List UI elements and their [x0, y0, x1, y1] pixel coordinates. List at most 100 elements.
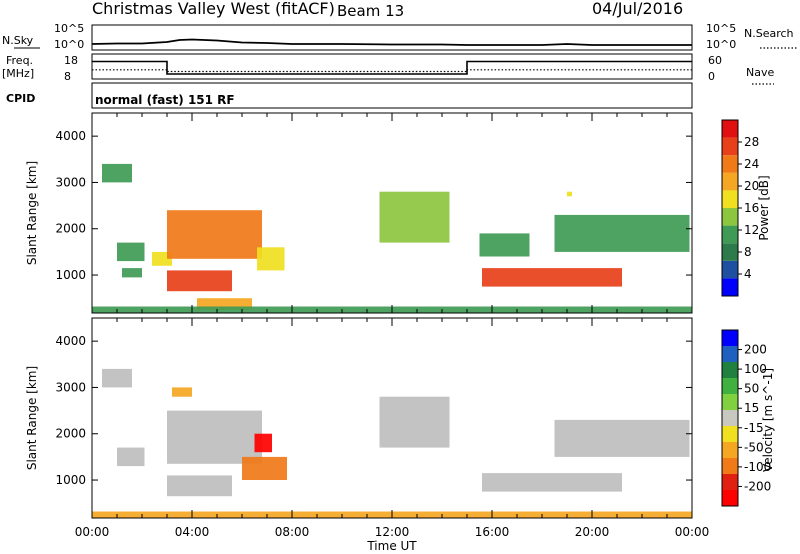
- data-region: [257, 247, 285, 271]
- velocity-ylabel: Slant Range [km]: [25, 366, 39, 470]
- x-tick-label: 04:00: [175, 525, 210, 539]
- colorbar-tick-label: 200: [744, 343, 767, 357]
- colorbar-cell: [722, 426, 738, 442]
- data-region: [102, 368, 132, 388]
- nave-series-line: [92, 69, 692, 73]
- colorbar-cell: [722, 442, 738, 458]
- colorbar-cell: [722, 474, 738, 490]
- colorbar-cell: [722, 190, 738, 208]
- colorbar-tick-label: 20: [744, 179, 759, 193]
- freq-series-line: [92, 60, 692, 75]
- colorbar-cell: [722, 458, 738, 474]
- data-region: [197, 298, 252, 310]
- colorbar-cell: [722, 208, 738, 226]
- x-tick-label: 16:00: [475, 525, 510, 539]
- power-x-ticks: [91, 113, 693, 313]
- data-region: [167, 210, 262, 259]
- colorbar-tick-label: 4: [744, 267, 752, 281]
- colorbar-cell: [722, 394, 738, 410]
- data-region: [379, 191, 450, 243]
- y-tick-label: 1000: [55, 473, 86, 487]
- nsearch-label: N.Search: [744, 27, 794, 40]
- colorbar-cell: [722, 278, 738, 296]
- colorbar-tick-label: -200: [744, 479, 771, 493]
- data-region: [479, 233, 530, 257]
- freq-unit: [MHz]: [2, 67, 34, 80]
- velocity-colorbar: 200 100 50 15 -15 -50 -100 -200 Velocity [m s^-…: [721, 329, 775, 507]
- colorbar-cell: [722, 155, 738, 173]
- freq-panel: Freq. [MHz] 18 8 60 0 Nave: [2, 53, 774, 85]
- velocity-xlabel: Time UT: [366, 539, 417, 553]
- data-region: [554, 214, 690, 252]
- velocity-colorbar-label: Velocity [m s^-1]: [761, 368, 775, 472]
- freq-tick-bottom: 8: [64, 70, 71, 83]
- plot-date: 04/Jul/2016: [592, 0, 683, 18]
- colorbar-tick-label: 100: [744, 362, 767, 376]
- colorbar-cell: [722, 346, 738, 362]
- colorbar-cell: [722, 330, 738, 346]
- colorbar-tick-label: 16: [744, 201, 759, 215]
- nsky-tick-top: 10^5: [54, 22, 84, 35]
- velocity-y-ticks: 1000 2000 3000 4000: [55, 334, 692, 487]
- colorbar-cell: [722, 120, 738, 138]
- power-y-ticks: 1000 2000 3000 4000: [55, 129, 692, 282]
- data-region: [172, 387, 192, 397]
- y-tick-label: 4000: [55, 334, 86, 348]
- colorbar-cell: [722, 137, 738, 156]
- y-tick-label: 2000: [55, 222, 86, 236]
- freq-label: Freq.: [6, 54, 33, 67]
- x-tick-label: 20:00: [575, 525, 610, 539]
- nsky-label: N.Sky: [2, 34, 34, 47]
- power-ylabel: Slant Range [km]: [25, 161, 39, 265]
- y-tick-label: 3000: [55, 380, 86, 394]
- data-region: [254, 433, 272, 453]
- data-region: [117, 447, 145, 467]
- data-region: [554, 419, 690, 457]
- colorbar-tick-label: -100: [744, 460, 771, 474]
- power-colorbar: 28 24 20 16 12 8 4 Power [dB]: [721, 119, 771, 297]
- data-region: [482, 473, 622, 492]
- colorbar-cell: [722, 225, 738, 244]
- colorbar-tick-label: -15: [744, 421, 764, 435]
- beam-label: Beam 13: [337, 2, 404, 20]
- data-region: [167, 270, 232, 292]
- colorbar-tick-label: 12: [744, 223, 759, 237]
- data-region: [122, 268, 142, 278]
- nave-tick-top: 60: [708, 54, 722, 67]
- freq-tick-top: 18: [64, 54, 78, 67]
- velocity-panel: 1000 2000 3000 4000 00:00 04:00 08:00 12:00 16:…: [25, 317, 709, 553]
- nave-label: Nave: [746, 66, 774, 79]
- nsky-tick-bottom: 10^0: [54, 38, 84, 51]
- colorbar-tick-label: 50: [744, 382, 759, 396]
- colorbar-cell: [722, 362, 738, 378]
- plot-title: Christmas Valley West (fitACF): [92, 0, 335, 18]
- nsearch-tick-bottom: 10^0: [706, 38, 736, 51]
- colorbar-tick-label: 28: [744, 135, 759, 149]
- nsky-series-line: [91, 38, 692, 46]
- x-tick-label: 08:00: [275, 525, 310, 539]
- x-tick-label: 12:00: [375, 525, 410, 539]
- data-region: [102, 163, 132, 183]
- colorbar-tick-label: 8: [744, 245, 752, 259]
- colorbar-tick-label: -50: [744, 440, 764, 454]
- colorbar-cell: [722, 410, 738, 426]
- velocity-x-ticks: 00:00 04:00 08:00 12:00 16:00 20:00 00:00: [75, 318, 709, 539]
- data-region: [379, 396, 450, 448]
- data-region: [167, 410, 262, 464]
- y-tick-label: 1000: [55, 268, 86, 282]
- y-tick-label: 4000: [55, 129, 86, 143]
- colorbar-cell: [722, 378, 738, 394]
- colorbar-cell: [722, 172, 738, 191]
- colorbar-cell: [722, 260, 738, 279]
- x-tick-label: 00:00: [75, 525, 110, 539]
- colorbar-tick-label: 24: [744, 157, 759, 171]
- velocity-data-regions: [92, 368, 692, 518]
- data-region: [167, 475, 232, 497]
- data-region: [567, 191, 572, 197]
- cpid-panel: CPID normal (fast) 151 RF: [6, 82, 693, 109]
- power-data-regions: [92, 163, 692, 313]
- nsky-panel: N.Sky 10^5 10^0 10^5 10^0 N.Search: [2, 22, 798, 51]
- colorbar-cell: [722, 490, 738, 506]
- power-colorbar-label: Power [dB]: [757, 175, 771, 240]
